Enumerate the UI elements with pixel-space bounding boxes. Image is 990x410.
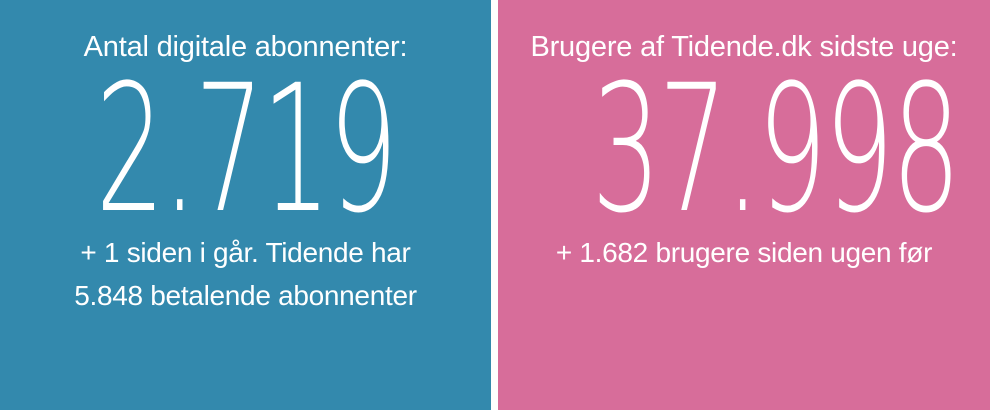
weekly-users-count: 37.998 bbox=[591, 47, 960, 252]
panel-divider bbox=[491, 0, 498, 410]
digital-subscribers-panel: Antal digitale abonnenter: 2.719 + 1 sid… bbox=[0, 0, 491, 410]
subtitle-line: + 1.682 brugere siden ugen før bbox=[555, 237, 933, 268]
weekly-users-title: Brugere af Tidende.dk sidste uge: bbox=[530, 31, 958, 63]
subtitle-line: 5.848 betalende abonnenter bbox=[74, 280, 417, 311]
digital-subscribers-subtitle: + 1 siden i går. Tidende har 5.848 betal… bbox=[0, 231, 491, 317]
digital-subscribers-title: Antal digitale abonnenter: bbox=[83, 31, 408, 63]
digital-subscribers-count: 2.719 bbox=[95, 47, 397, 252]
subtitle-line: + 1 siden i går. Tidende har bbox=[80, 237, 411, 268]
weekly-users-subtitle: + 1.682 brugere siden ugen før bbox=[498, 231, 990, 274]
weekly-users-panel: Brugere af Tidende.dk sidste uge: 37.998… bbox=[498, 0, 990, 410]
